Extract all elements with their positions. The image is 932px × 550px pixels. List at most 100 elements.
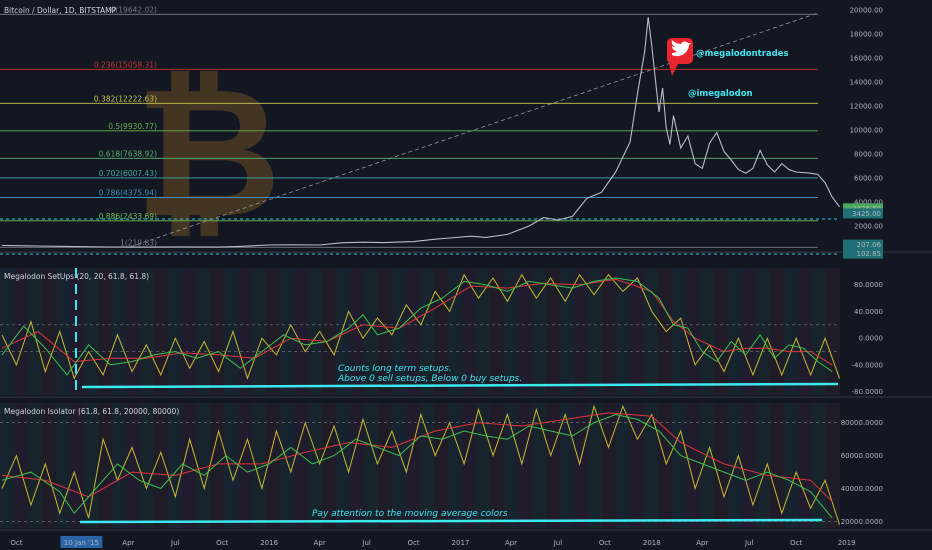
y-tick-label: -40.0000 bbox=[852, 361, 883, 369]
background-band bbox=[98, 403, 112, 528]
fib-level-label: 0.5(9930.77) bbox=[108, 122, 157, 131]
background-band bbox=[294, 268, 308, 395]
background-band bbox=[462, 268, 476, 395]
setups-baseline-marker bbox=[81, 382, 839, 389]
y-tick-label: 8000.00 bbox=[854, 151, 883, 159]
background-band bbox=[756, 268, 770, 395]
y-tick-label: 20000.0000 bbox=[841, 518, 883, 526]
background-band bbox=[644, 403, 658, 528]
isolator-baseline-marker bbox=[79, 518, 823, 524]
background-band bbox=[644, 268, 658, 395]
background-band bbox=[616, 403, 630, 528]
background-band bbox=[574, 268, 588, 395]
background-band bbox=[378, 268, 392, 395]
background-band bbox=[546, 403, 560, 528]
trend-line bbox=[129, 12, 819, 248]
setups-series-yellow[interactable] bbox=[1, 273, 840, 380]
background-band bbox=[784, 268, 798, 395]
background-band bbox=[714, 268, 728, 395]
background-band bbox=[28, 403, 42, 528]
background-band bbox=[798, 403, 812, 528]
y-tick-label: 20000.00 bbox=[850, 7, 883, 15]
background-band bbox=[812, 403, 826, 528]
y-tick-label: 6000.00 bbox=[854, 175, 883, 183]
background-band bbox=[672, 403, 686, 528]
background-band bbox=[812, 268, 826, 395]
background-band bbox=[546, 268, 560, 395]
background-band bbox=[532, 403, 546, 528]
background-band bbox=[588, 403, 602, 528]
x-tick-label: Oct bbox=[10, 539, 22, 547]
background-band bbox=[826, 268, 840, 395]
background-band bbox=[742, 268, 756, 395]
time-axis[interactable]: Oct 10 Jan '15 Apr Jul Oct 2016 Apr Jul Oct 2017 A… bbox=[10, 536, 856, 548]
background-band bbox=[308, 403, 322, 528]
background-band bbox=[406, 403, 420, 528]
background-band bbox=[770, 268, 784, 395]
price-pane[interactable]: 2000.00 4000.00 6000.00 8000.00 10000.00 1200… bbox=[0, 5, 932, 259]
x-tick-label: Oct bbox=[790, 539, 802, 547]
background-band bbox=[350, 268, 364, 395]
setups-note-line-1: Counts long term setups. bbox=[338, 364, 452, 374]
background-band bbox=[224, 403, 238, 528]
background-band bbox=[420, 403, 434, 528]
isolator-series-yellow[interactable] bbox=[1, 404, 840, 525]
background-band bbox=[0, 268, 14, 395]
y-tick-label: 16000.00 bbox=[850, 55, 883, 63]
background-band bbox=[182, 403, 196, 528]
background-band bbox=[112, 268, 126, 395]
y-tick-label: 0.0000 bbox=[859, 335, 884, 343]
background-band bbox=[476, 268, 490, 395]
background-band bbox=[280, 403, 294, 528]
fib-level-label: 0.702(6007.43) bbox=[99, 169, 157, 178]
fib-level-label: 0.786(4375.94) bbox=[99, 188, 157, 197]
background-band bbox=[462, 403, 476, 528]
background-band bbox=[406, 268, 420, 395]
price-series-line[interactable] bbox=[1, 17, 840, 248]
background-band bbox=[56, 403, 70, 528]
svg-text:₿: ₿ bbox=[135, 49, 282, 258]
x-tick-label: Apr bbox=[122, 539, 134, 547]
background-band bbox=[98, 268, 112, 395]
background-band bbox=[28, 268, 42, 395]
setups-note-line-2: Above 0 sell setups, Below 0 buy setups. bbox=[337, 374, 522, 384]
x-tick-label: Oct bbox=[216, 539, 228, 547]
background-band bbox=[602, 268, 616, 395]
background-band bbox=[616, 268, 630, 395]
y-tick-label: 18000.00 bbox=[850, 31, 883, 39]
background-band bbox=[168, 268, 182, 395]
background-band bbox=[238, 403, 252, 528]
setups-pane[interactable]: 80.0000 40.0000 0.0000 -40.0000 -80.0000 bbox=[0, 268, 932, 398]
background-band bbox=[322, 268, 336, 395]
setups-series-green[interactable] bbox=[1, 277, 833, 376]
background-band bbox=[364, 268, 378, 395]
background-band bbox=[238, 268, 252, 395]
isolator-series-green[interactable] bbox=[1, 413, 833, 519]
background-band bbox=[658, 268, 672, 395]
isolator-series-red[interactable] bbox=[1, 412, 833, 503]
background-band bbox=[560, 268, 574, 395]
setups-series-red[interactable] bbox=[1, 278, 833, 366]
background-band bbox=[140, 268, 154, 395]
y-tick-label: 60000.0000 bbox=[841, 452, 883, 460]
background-band bbox=[714, 403, 728, 528]
background-band bbox=[728, 268, 742, 395]
background-band bbox=[434, 268, 448, 395]
fib-level-label: 0.382(12222.63) bbox=[94, 94, 157, 103]
background-band bbox=[70, 268, 84, 395]
background-band bbox=[126, 268, 140, 395]
price-tag-label: 207.06 bbox=[857, 241, 882, 249]
price-pane-title: Bitcoin / Dollar, 1D, BITSTAMP bbox=[4, 6, 117, 15]
twitter-handle: @megalodontrades bbox=[696, 49, 789, 59]
background-band bbox=[84, 268, 98, 395]
background-band bbox=[182, 268, 196, 395]
background-band bbox=[154, 268, 168, 395]
y-tick-label: 40000.0000 bbox=[841, 485, 883, 493]
background-band bbox=[798, 268, 812, 395]
isolator-pane[interactable]: 80000.0000 60000.0000 40000.0000 20000.0000 bbox=[0, 403, 932, 531]
y-tick-label: 2000.00 bbox=[854, 223, 883, 231]
y-tick-label: 14000.00 bbox=[850, 79, 883, 87]
background-band bbox=[224, 268, 238, 395]
x-tick-label: Jul bbox=[361, 539, 371, 547]
